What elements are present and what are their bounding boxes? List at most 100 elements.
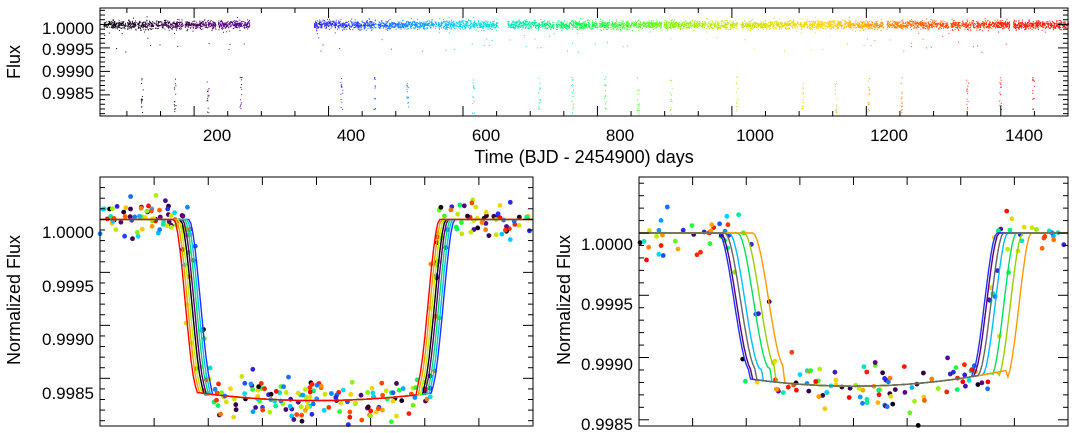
lightcurve-point: [196, 24, 198, 26]
lightcurve-point: [731, 24, 732, 26]
lightcurve-point: [190, 23, 192, 25]
lightcurve-point: [701, 22, 702, 24]
lightcurve-point: [446, 24, 448, 26]
lightcurve-point: [455, 25, 457, 27]
lightcurve-point: [846, 21, 848, 23]
lightcurve-point: [636, 22, 638, 23]
lightcurve-point: [775, 24, 777, 26]
lightcurve-point: [752, 28, 754, 30]
lightcurve-point: [830, 25, 832, 27]
lightcurve-point: [447, 22, 449, 24]
lightcurve-point: [728, 22, 730, 24]
lightcurve-point: [326, 27, 327, 29]
lightcurve-point: [586, 23, 588, 25]
lightcurve-point: [207, 20, 208, 22]
lightcurve-point: [214, 24, 216, 26]
lightcurve-point: [692, 25, 694, 27]
lightcurve-point: [718, 26, 720, 28]
lightcurve-point: [410, 24, 412, 26]
lightcurve-point: [612, 27, 614, 29]
lightcurve-point: [627, 26, 629, 28]
lightcurve-point: [788, 24, 790, 26]
lightcurve-point: [574, 27, 576, 29]
lightcurve-point: [808, 26, 810, 28]
lightcurve-point: [201, 21, 203, 23]
lightcurve-point: [792, 20, 794, 22]
lightcurve-point: [820, 25, 822, 27]
lightcurve-point: [469, 20, 471, 21]
lightcurve-point: [816, 24, 818, 26]
lightcurve-point: [652, 29, 654, 31]
lightcurve-point: [553, 26, 555, 28]
lightcurve-point: [696, 23, 698, 25]
lightcurve-point: [633, 24, 635, 26]
lightcurve-point: [199, 20, 201, 22]
lightcurve-point: [749, 24, 751, 26]
lightcurve-point: [404, 24, 406, 26]
lightcurve-point: [544, 23, 546, 25]
lightcurve-point: [335, 22, 337, 24]
lightcurve-point: [131, 26, 133, 28]
lightcurve-point: [876, 23, 878, 24]
lightcurve-point: [681, 22, 683, 24]
lightcurve-point: [644, 24, 646, 26]
lightcurve-point: [875, 23, 877, 25]
lightcurve-point: [704, 27, 705, 29]
lightcurve-point: [490, 21, 492, 23]
lightcurve-point: [835, 29, 837, 30]
lightcurve-point: [574, 26, 576, 27]
lightcurve-point: [490, 28, 491, 30]
lightcurve-point: [778, 25, 780, 27]
lightcurve-point: [780, 24, 782, 26]
lightcurve-point: [751, 22, 753, 24]
lightcurve-point: [770, 23, 772, 25]
lightcurve-point: [423, 27, 425, 28]
lightcurve-point: [513, 25, 515, 27]
lightcurve-point: [813, 24, 815, 26]
lightcurve-point: [660, 22, 662, 24]
lightcurve-point: [686, 22, 688, 24]
lightcurve-point: [236, 22, 238, 24]
lightcurve-point: [212, 28, 214, 29]
lightcurve-point: [355, 21, 357, 23]
lightcurve-point: [336, 24, 338, 26]
lightcurve-point: [663, 26, 665, 28]
lightcurve-point: [185, 23, 187, 25]
lightcurve-point: [520, 21, 521, 23]
lightcurve-point: [176, 21, 178, 23]
lightcurve-point: [175, 23, 177, 25]
lightcurve-point: [714, 24, 716, 26]
lightcurve-point: [200, 23, 202, 25]
lightcurve-point: [872, 26, 874, 28]
lightcurve-point: [587, 19, 589, 21]
lightcurve-point: [338, 25, 340, 27]
lightcurve-point: [597, 26, 599, 28]
lightcurve-point: [388, 22, 390, 24]
lightcurve-point: [723, 20, 725, 22]
lightcurve-point: [177, 19, 179, 20]
lightcurve-point: [130, 23, 132, 25]
lightcurve-point: [375, 23, 377, 25]
lightcurve-point: [350, 21, 352, 23]
lightcurve-point: [148, 25, 150, 27]
lightcurve-point: [770, 21, 772, 23]
lightcurve-point: [727, 24, 729, 26]
lightcurve-point: [535, 27, 537, 29]
lightcurve-point: [750, 27, 752, 29]
lightcurve-point: [199, 28, 201, 29]
lightcurve-point: [192, 22, 194, 24]
lightcurve-point: [475, 23, 477, 25]
lightcurve-point: [168, 27, 169, 29]
lightcurve-point: [782, 23, 784, 25]
lightcurve-point: [476, 25, 478, 27]
lightcurve-point: [748, 27, 750, 29]
lightcurve-point: [680, 20, 682, 22]
lightcurve-point: [803, 24, 805, 26]
lightcurve-point: [338, 21, 340, 23]
lightcurve-point: [196, 26, 198, 28]
lightcurve-point: [672, 22, 673, 24]
lightcurve-point: [849, 22, 851, 24]
lightcurve-point: [332, 23, 333, 25]
lightcurve-point: [341, 27, 343, 28]
lightcurve-point: [427, 22, 429, 24]
